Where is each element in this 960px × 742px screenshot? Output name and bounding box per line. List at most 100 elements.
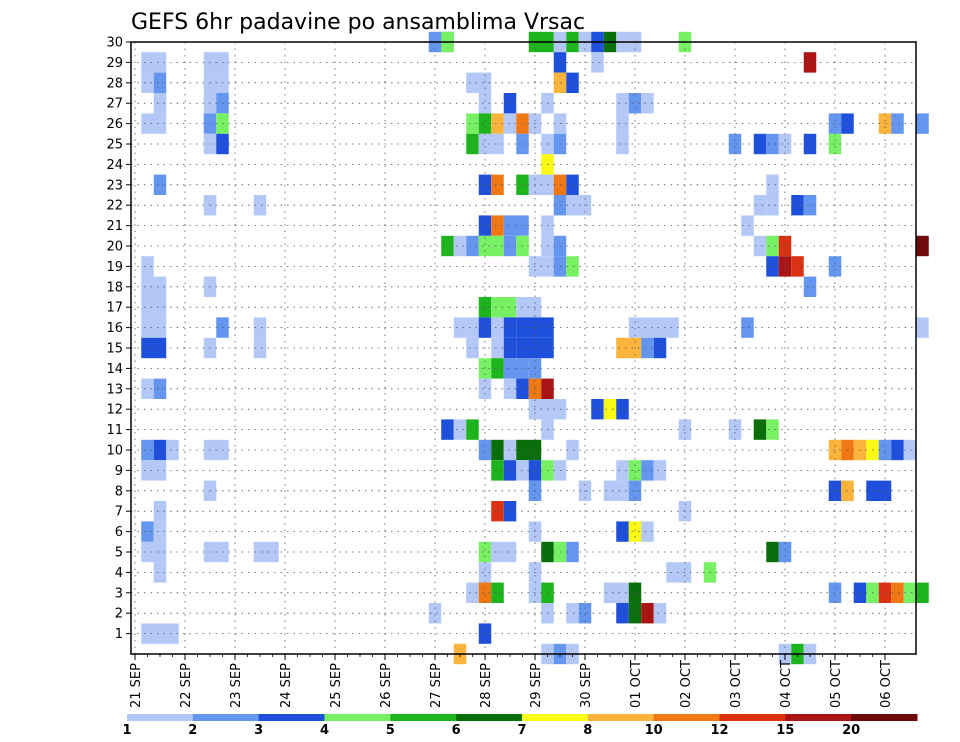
x-tick-label: 02 OCT [679,660,694,708]
y-tick-label: 7 [115,505,123,520]
x-axis: 21 SEP 22 SEP 23 SEP 24 SEP 25 SEP 26 SEP 27 S… [129,654,894,708]
colorbar-label: 12 [710,723,728,738]
y-tick-label: 28 [106,76,123,91]
heatmap-cell [566,256,579,277]
colorbar-swatch [456,714,523,721]
heatmap-cell [478,215,492,236]
heatmap-cell [778,256,792,277]
heatmap-cell [628,317,679,338]
x-tick-label: 28 SEP [479,663,494,708]
y-tick-label: 19 [106,260,123,275]
heatmap-cell [503,113,517,134]
heatmap-cell [503,358,529,379]
heatmap-cell [766,541,779,563]
x-tick-label: 06 OCT [879,660,894,708]
heatmap-cell [616,603,629,624]
heatmap-cell [828,256,842,277]
heatmap-cell [566,72,579,93]
heatmap-cell [616,521,629,542]
heatmap-cell [466,419,479,440]
heatmap-cell [566,439,579,461]
y-tick-label: 24 [106,158,123,173]
heatmap-cell [466,582,479,603]
heatmap-cell [491,113,504,134]
heatmap-cell [641,521,654,542]
grid-lines [131,42,916,654]
x-tick-label: 24 SEP [279,663,294,708]
heatmap-cell [491,317,504,338]
x-tick-label: 22 SEP [179,663,194,708]
heatmap-cell [728,419,742,440]
y-axis: 1234567891011121314151617181920212223242… [106,36,131,642]
heatmap-cell [653,337,667,359]
heatmap-cell [491,460,504,481]
heatmap-cell [603,582,629,603]
heatmap-cell [591,52,604,73]
colorbar-swatch [653,714,720,721]
heatmap-cell [503,439,517,461]
heatmap-cell [491,582,504,603]
heatmap-cell [503,235,517,257]
heatmap-cell [741,215,754,236]
y-tick-label: 1 [115,627,123,642]
heatmap-cell [141,297,167,318]
heatmap-cell [503,378,517,399]
heatmap-cell [491,215,504,236]
heatmap-cell [628,521,642,542]
heatmap-cell [491,358,504,379]
heatmap-cell [628,460,642,481]
heatmap-cell [766,174,779,195]
heatmap-cell [641,460,654,481]
heatmap-cell [803,133,817,155]
x-tick-label: 25 SEP [329,663,344,708]
heatmap-cell [891,113,904,134]
heatmap-cell [791,256,804,277]
colorbar-swatch [390,714,457,721]
heatmap-cell [628,603,642,624]
heatmap-cell [441,235,454,257]
heatmap-cell [503,460,517,481]
heatmap-cell [916,582,929,603]
y-tick-label: 20 [106,240,123,255]
heatmap-cell [141,113,167,134]
colorbar-swatch [324,714,391,721]
heatmap-cell [753,133,767,155]
heatmap-cell [478,439,492,461]
heatmap-cell [153,501,167,522]
colorbar-label: 1 [122,723,131,738]
heatmap-cell [741,317,754,338]
heatmap-cell [166,439,179,461]
heatmap-cell [641,337,654,359]
heatmap-cell [466,235,479,257]
heatmap-cell [153,93,167,114]
y-tick-label: 5 [115,546,123,561]
x-tick-label: 30 SEP [579,663,594,708]
y-tick-label: 18 [106,280,123,295]
heatmap-cell [778,541,792,563]
heatmap-cell [803,52,817,73]
y-tick-label: 23 [106,178,123,193]
y-tick-label: 21 [106,219,123,234]
heatmap-cell [828,113,842,134]
heatmap-cell [141,276,167,297]
heatmap-cell [153,521,167,542]
heatmap-cell [141,256,154,277]
heatmap-cell [766,195,779,216]
chart-title: GEFS 6hr padavine po ansamblima Vrsac [131,10,585,35]
y-tick-label: 17 [106,301,123,316]
heatmap-cell [253,195,267,216]
colorbar-swatch [785,714,852,721]
heatmap-cell [466,113,479,134]
colorbar-swatch [258,714,325,721]
heatmap-cell [253,541,279,563]
heatmap-cell [916,317,929,338]
y-tick-label: 9 [115,464,123,479]
heatmap-cell [828,133,842,155]
y-tick-label: 8 [115,484,123,499]
heatmap-cell [141,52,167,73]
heatmap-cell [728,133,742,155]
x-tick-label: 23 SEP [229,663,244,708]
y-tick-label: 29 [106,56,123,71]
heatmap-cell [653,460,667,481]
